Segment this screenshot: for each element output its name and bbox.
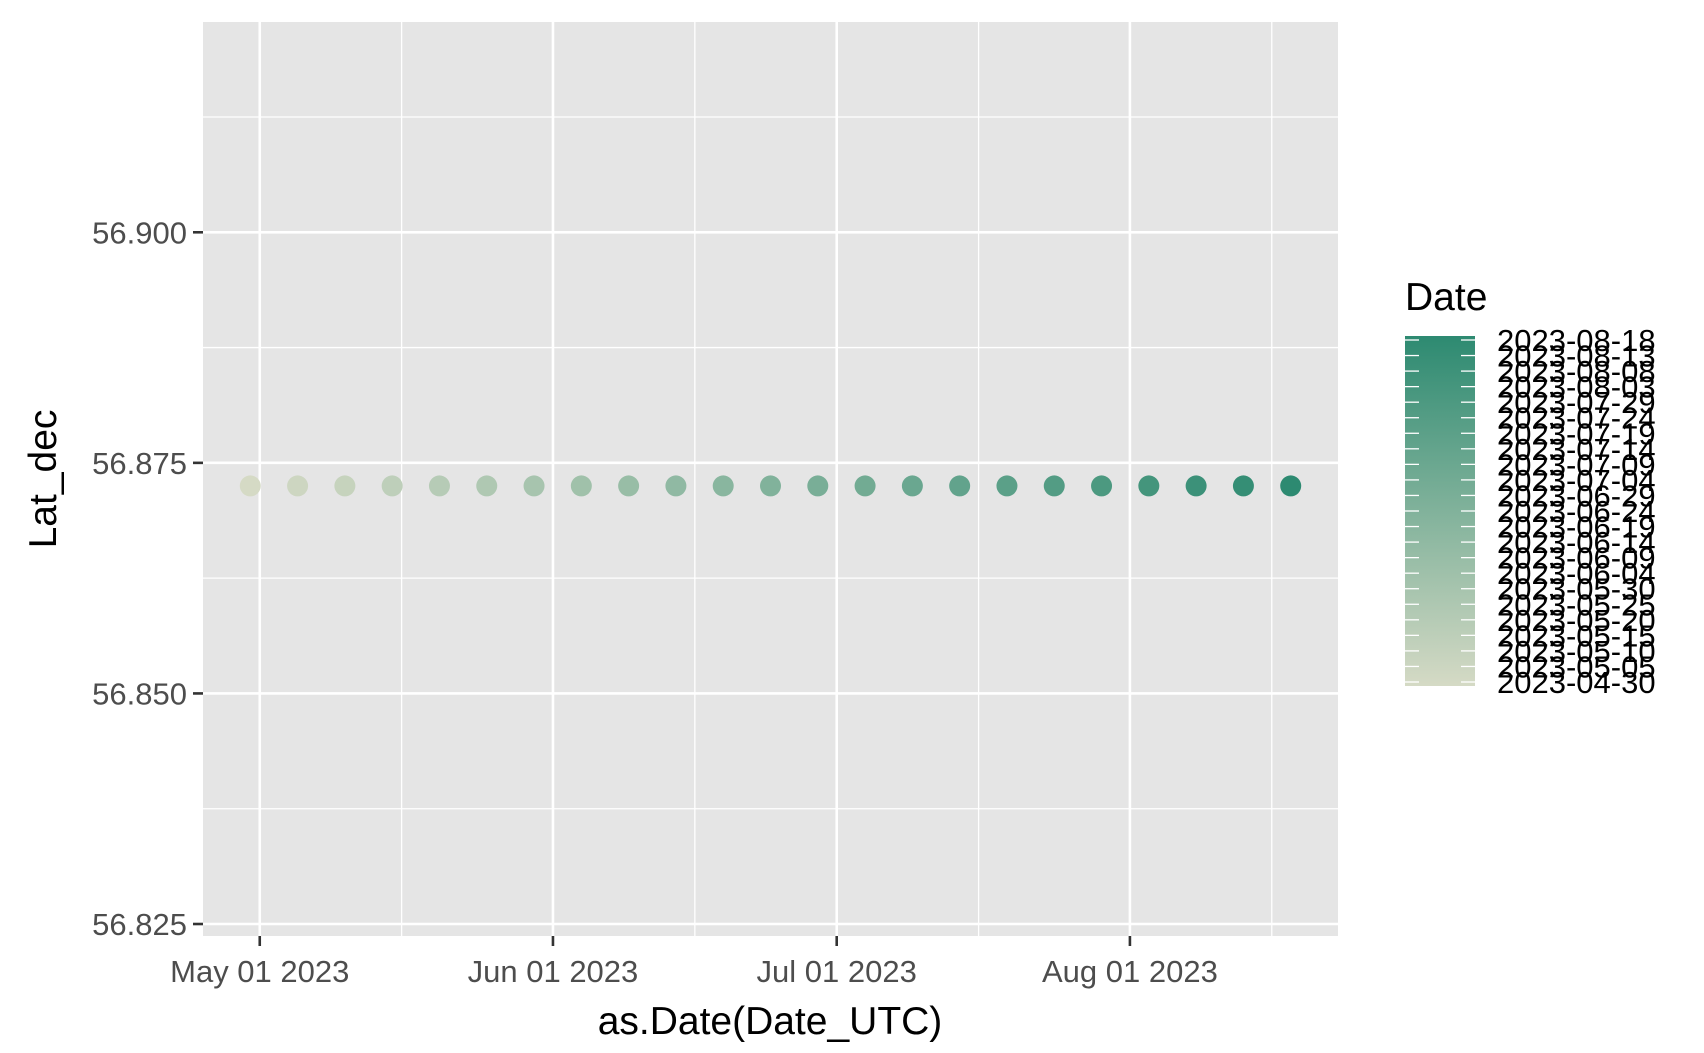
- legend-label: 2023-07-24: [1497, 401, 1656, 436]
- legend-label: 2023-06-24: [1497, 494, 1656, 529]
- legend-label: 2023-06-29: [1497, 478, 1656, 513]
- legend-label: 2023-05-20: [1497, 603, 1656, 638]
- data-point: [428, 475, 450, 497]
- legend-label: 2023-08-03: [1497, 370, 1656, 405]
- data-point: [854, 475, 876, 497]
- legend-label: 2023-06-04: [1497, 556, 1656, 591]
- data-point: [239, 475, 261, 497]
- y-tick-label: 56.900: [92, 215, 187, 250]
- data-point: [618, 475, 640, 497]
- legend-labels: 2023-08-182023-08-132023-08-082023-08-03…: [1497, 323, 1656, 700]
- data-point: [1138, 475, 1160, 497]
- legend-label: 2023-05-10: [1497, 634, 1656, 669]
- x-tick-label: Jun 01 2023: [468, 954, 639, 989]
- y-tick-label: 56.850: [92, 676, 187, 711]
- x-tick-label: Aug 01 2023: [1042, 954, 1218, 989]
- legend-label: 2023-04-30: [1497, 665, 1656, 700]
- legend-label: 2023-05-30: [1497, 572, 1656, 607]
- data-point: [476, 475, 498, 497]
- legend-label: 2023-05-25: [1497, 587, 1656, 622]
- legend-label: 2023-06-09: [1497, 541, 1656, 576]
- data-point: [570, 475, 592, 497]
- legend-label: 2023-07-19: [1497, 416, 1656, 451]
- data-point: [381, 475, 403, 497]
- legend-label: 2023-08-18: [1497, 323, 1656, 358]
- legend-label: 2023-05-15: [1497, 618, 1656, 653]
- legend-label: 2023-06-14: [1497, 525, 1656, 560]
- data-point: [1232, 475, 1254, 497]
- legend: Date 2023-08-182023-08-132023-08-082023-…: [1405, 276, 1656, 700]
- data-point: [665, 475, 687, 497]
- y-axis: 56.825 56.850 56.875 56.900: [92, 215, 203, 942]
- x-axis-title: as.Date(Date_UTC): [598, 1000, 943, 1043]
- data-point: [1280, 475, 1302, 497]
- y-tick-label: 56.825: [92, 907, 187, 942]
- data-point: [1185, 475, 1207, 497]
- data-point: [901, 475, 923, 497]
- data-point: [949, 475, 971, 497]
- legend-label: 2023-07-09: [1497, 447, 1656, 482]
- legend-title: Date: [1405, 276, 1487, 319]
- legend-label: 2023-05-05: [1497, 649, 1656, 684]
- y-tick-label: 56.875: [92, 446, 187, 481]
- legend-label: 2023-08-13: [1497, 339, 1656, 374]
- legend-label: 2023-07-29: [1497, 385, 1656, 420]
- x-tick-label: May 01 2023: [170, 954, 349, 989]
- data-point: [712, 475, 734, 497]
- data-point: [334, 475, 356, 497]
- grid-major: [203, 22, 1338, 936]
- legend-label: 2023-07-14: [1497, 432, 1656, 467]
- data-point: [287, 475, 309, 497]
- data-points: [239, 475, 1302, 497]
- data-point: [1091, 475, 1113, 497]
- data-point: [760, 475, 781, 497]
- grid-minor: [203, 22, 1338, 936]
- data-point: [996, 475, 1018, 497]
- legend-label: 2023-07-04: [1497, 463, 1656, 498]
- data-point: [523, 475, 545, 497]
- legend-label: 2023-06-19: [1497, 510, 1656, 545]
- x-axis: May 01 2023 Jun 01 2023 Jul 01 2023 Aug 01 …: [170, 936, 1218, 989]
- y-axis-title: Lat_dec: [22, 410, 65, 549]
- data-point: [807, 475, 829, 497]
- legend-label: 2023-08-08: [1497, 354, 1656, 389]
- x-tick-label: Jul 01 2023: [757, 954, 917, 989]
- data-point: [1043, 475, 1065, 497]
- legend-ticks: [1405, 339, 1475, 683]
